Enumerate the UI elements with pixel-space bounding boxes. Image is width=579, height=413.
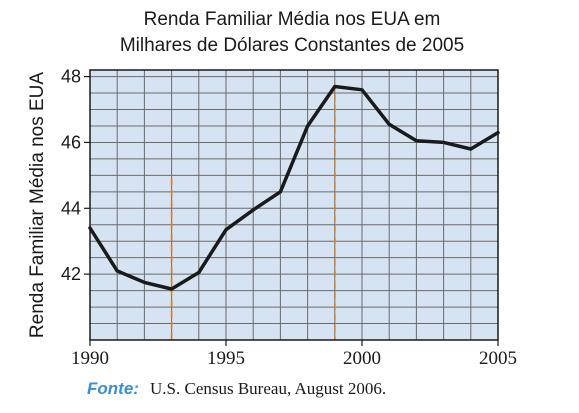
chart-title-line-2: Milhares de Dólares Constantes de 2005 — [120, 35, 464, 56]
plot-frame — [89, 69, 499, 341]
x-tick-label: 1995 — [207, 348, 245, 369]
plot-area: 1990 1995 2000 2005 42 44 46 48 — [61, 67, 517, 369]
plot-background — [90, 70, 498, 340]
source-text: U.S. Census Bureau, August 2006. — [150, 379, 386, 398]
y-tick-label: 44 — [61, 198, 81, 218]
chart-title-line-1: Renda Familiar Média nos EUA em — [144, 9, 441, 30]
y-axis-label: Renda Familiar Média nos EUA — [27, 72, 48, 338]
series-line-0 — [88, 84, 500, 291]
x-tick-label: 2000 — [343, 348, 381, 369]
y-tick-label: 46 — [61, 132, 81, 152]
x-tick-label: 2005 — [479, 348, 517, 369]
x-tick-label: 1990 — [71, 348, 109, 369]
source-label: Fonte: — [87, 379, 139, 398]
y-tick-label: 42 — [61, 264, 81, 284]
y-tick-label: 48 — [61, 67, 81, 87]
